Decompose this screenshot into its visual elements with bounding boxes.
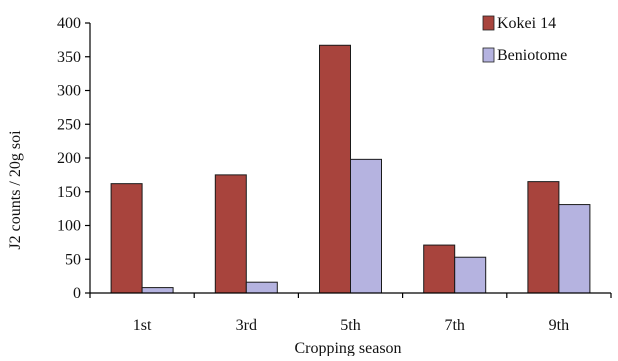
bar-kokei14-9th [527,181,560,294]
bar-beniotome-1st [141,287,174,294]
y-tick-label: 50 [65,251,81,268]
bar-beniotome-3rd [245,281,278,294]
legend: Kokei 14 Beniotome [482,15,567,64]
legend-label-kokei14: Kokei 14 [497,15,556,32]
bar-kokei14-1st [110,183,143,294]
legend-swatch-beniotome [482,47,495,63]
legend-item-kokei14: Kokei 14 [482,15,556,32]
y-tick-label: 300 [57,83,81,100]
bar-kokei14-5th [319,44,351,294]
bar-beniotome-5th [350,158,382,294]
legend-item-beniotome: Beniotome [482,47,567,64]
y-tick-label: 250 [57,116,81,133]
x-tick-label: 1st [133,317,152,334]
x-tick-label: 7th [444,317,464,334]
bar-beniotome-7th [454,256,487,294]
x-tick-label: 9th [549,317,569,334]
y-tick-label: 150 [57,184,81,201]
y-ticks: 0 50 100 150 200 250 300 350 400 [57,15,90,302]
bars-layer [110,44,591,294]
y-tick-label: 400 [57,15,81,32]
x-ticks: 1st 3rd 5th 7th 9th [89,293,612,334]
legend-label-beniotome: Beniotome [497,47,567,64]
x-tick-label: 3rd [236,317,257,334]
y-axis-label: J2 counts / 20g soi [7,130,24,250]
bar-kokei14-3rd [214,174,247,294]
y-tick-label: 200 [57,150,81,167]
y-tick-label: 350 [57,49,81,66]
y-tick-label: 100 [57,218,81,235]
y-tick-label: 0 [73,285,81,302]
x-axis-label: Cropping season [294,340,401,356]
bar-beniotome-9th [558,204,591,294]
bar-kokei14-7th [423,244,456,294]
x-tick-label: 5th [340,317,360,334]
legend-swatch-kokei14 [482,15,495,31]
